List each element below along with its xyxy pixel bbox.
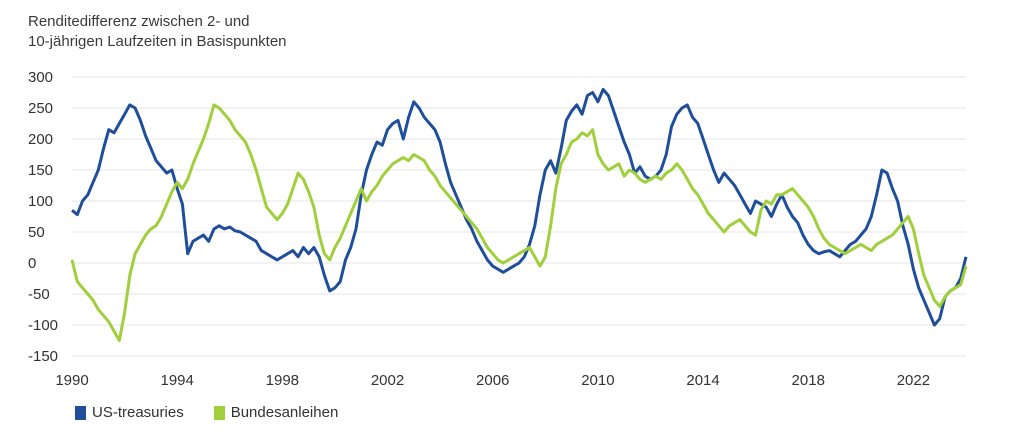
y-tick-label: 50 xyxy=(28,224,45,241)
y-tick-label: 100 xyxy=(28,193,53,210)
chart-title: Renditedifferenz zwischen 2- und 10-jähr… xyxy=(28,12,287,52)
chart-title-line-1: Renditedifferenz zwischen 2- und xyxy=(28,13,250,30)
y-tick-label: 200 xyxy=(28,131,53,148)
x-tick-label: 2018 xyxy=(792,372,825,389)
legend-item-de[interactable]: Bundesanleihen xyxy=(213,404,339,421)
y-tick-label: -100 xyxy=(28,317,58,334)
x-tick-label: 2014 xyxy=(686,372,719,389)
y-tick-label: -150 xyxy=(28,348,58,365)
x-tick-label: 2006 xyxy=(476,372,509,389)
x-tick-label: 1990 xyxy=(55,372,88,389)
series-line-us-treasuries xyxy=(71,87,968,327)
y-tick-label: 250 xyxy=(28,100,53,117)
x-tick-label: 1998 xyxy=(266,372,299,389)
legend-label-us: US-treasuries xyxy=(92,404,184,421)
legend: US-treasuries Bundesanleihen xyxy=(75,404,368,421)
y-tick-label: -50 xyxy=(28,286,50,303)
chart-title-line-2: 10-jährigen Laufzeiten in Basispunkten xyxy=(28,33,287,50)
x-tick-label: 2022 xyxy=(897,372,930,389)
series-line-bundesanleihen xyxy=(70,103,968,342)
y-tick-label: 300 xyxy=(28,69,53,86)
x-axis: 1990 1994 1998 2002 2006 2010 2014 2018 2022 xyxy=(55,372,930,389)
series-layer xyxy=(70,87,968,342)
legend-swatch-us xyxy=(75,405,86,420)
legend-item-us[interactable]: US-treasuries xyxy=(75,404,184,421)
x-tick-label: 2010 xyxy=(581,372,614,389)
x-tick-label: 2002 xyxy=(371,372,404,389)
gridlines xyxy=(72,76,966,357)
y-tick-label: 0 xyxy=(28,255,36,272)
y-axis: 300 250 200 150 100 50 0 -50 -100 -150 xyxy=(28,69,58,365)
y-tick-label: 150 xyxy=(28,162,53,179)
x-tick-label: 1994 xyxy=(160,372,193,389)
legend-label-de: Bundesanleihen xyxy=(230,404,339,421)
legend-swatch-de xyxy=(213,405,225,420)
